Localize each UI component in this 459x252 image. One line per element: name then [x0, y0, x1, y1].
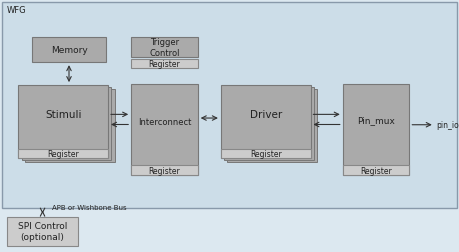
- Text: WFG: WFG: [7, 6, 27, 15]
- Bar: [18, 86, 108, 159]
- Text: APB or Wishbone Bus: APB or Wishbone Bus: [51, 204, 126, 210]
- Bar: [131, 59, 197, 69]
- Bar: [32, 38, 106, 63]
- Bar: [224, 87, 313, 161]
- Text: Register: Register: [47, 149, 79, 159]
- Text: Register: Register: [359, 166, 391, 175]
- Bar: [342, 84, 409, 175]
- Text: Memory: Memory: [50, 46, 87, 55]
- Text: SPI Control
(optional): SPI Control (optional): [18, 222, 67, 241]
- Bar: [227, 89, 316, 162]
- Bar: [131, 166, 197, 175]
- Bar: [2, 3, 456, 208]
- Text: Stimuli: Stimuli: [45, 110, 81, 120]
- Text: Interconnect: Interconnect: [137, 118, 191, 127]
- Text: Driver: Driver: [249, 110, 281, 120]
- Bar: [220, 86, 310, 159]
- Bar: [131, 38, 197, 58]
- Text: Register: Register: [148, 59, 180, 69]
- Text: Register: Register: [249, 149, 281, 159]
- Bar: [22, 87, 111, 161]
- Bar: [7, 217, 78, 246]
- Text: Register: Register: [148, 166, 180, 175]
- Text: Trigger
Control: Trigger Control: [149, 38, 179, 57]
- Text: Pin_mux: Pin_mux: [356, 115, 394, 124]
- Bar: [220, 149, 310, 159]
- Bar: [131, 84, 197, 175]
- Text: pin_io: pin_io: [435, 121, 458, 130]
- Bar: [18, 149, 108, 159]
- Bar: [25, 89, 114, 162]
- Bar: [342, 166, 409, 175]
